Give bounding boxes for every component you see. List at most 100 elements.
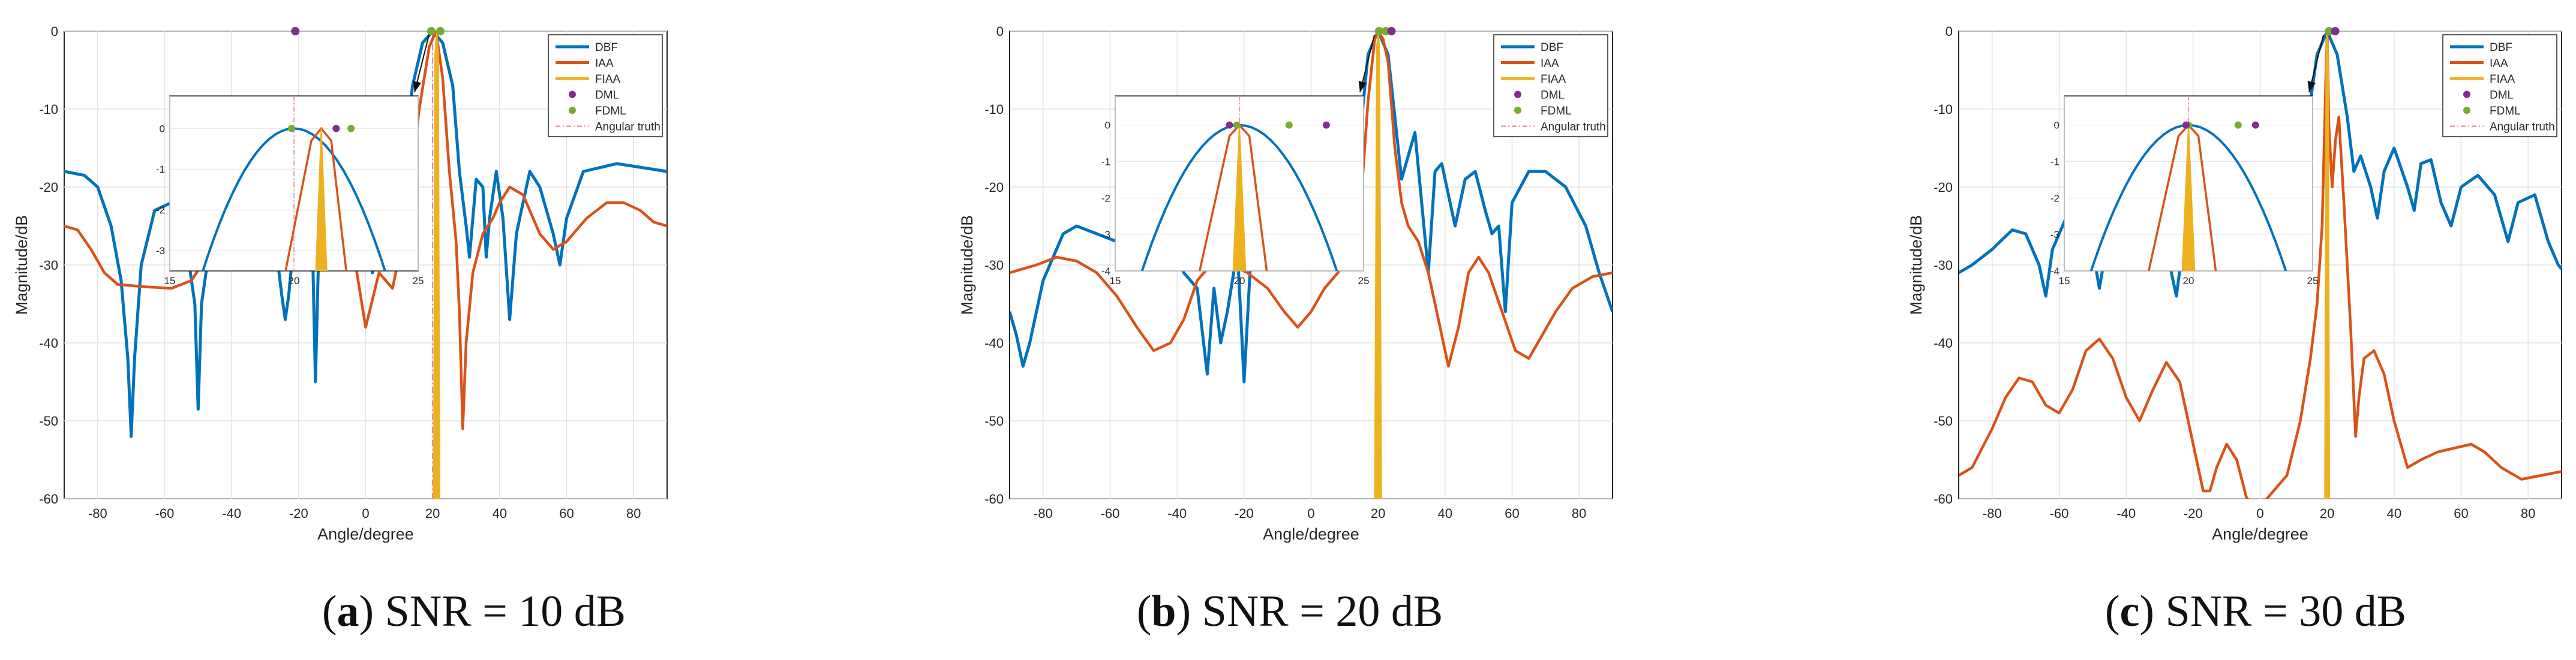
y-tick-label: -60 (39, 492, 58, 507)
legend: DBF IAA FIAA DML FDML Angular truth (548, 34, 663, 137)
inset-x-tick-label: 15 (2059, 275, 2070, 287)
inset-y-tick-label: -3 (2050, 229, 2059, 240)
inset-x-tick-label: 20 (289, 275, 300, 287)
y-tick-label: 0 (996, 24, 1004, 39)
x-tick-label: -60 (2050, 506, 2069, 521)
dml-marker (291, 27, 300, 35)
legend-label: DML (1541, 89, 1565, 102)
legend-box (1493, 34, 1608, 137)
y-tick-label: -10 (39, 102, 58, 117)
y-tick-label: -50 (39, 414, 58, 429)
y-tick-label: -20 (984, 180, 1004, 195)
legend-label: DBF (1541, 41, 1563, 54)
y-tick-label: -10 (1933, 102, 1953, 117)
inset-x-tick-label: 25 (1358, 275, 1370, 287)
y-tick-label: -60 (1933, 492, 1953, 507)
inset-y-tick-label: 0 (2054, 120, 2059, 131)
legend-label: FIAA (595, 73, 621, 86)
y-tick-label: -20 (1933, 180, 1953, 195)
zoom-arrow-head (2307, 80, 2316, 92)
inset-x-tick-label: 25 (413, 275, 424, 287)
fdml-marker (2325, 27, 2334, 35)
dml-marker (1387, 27, 1396, 35)
caption-c-label: c (2119, 587, 2140, 636)
caption-a-label: a (337, 587, 359, 636)
x-tick-label: 80 (626, 506, 641, 521)
legend-box (548, 34, 663, 137)
x-tick-label: 40 (2387, 506, 2401, 521)
y-tick-label: -50 (984, 414, 1004, 429)
x-tick-label: -20 (1235, 506, 1254, 521)
inset-plot: 15 20 25 0 -1 -2 -3 (156, 95, 424, 287)
fdml-marker (427, 27, 436, 35)
zoom-arrow-head (413, 80, 422, 92)
legend-label: Angular truth (1541, 121, 1606, 134)
legend-fdml-swatch (2463, 107, 2470, 114)
legend-label: FDML (1541, 105, 1572, 117)
inset-y-tick-label: -1 (2050, 156, 2059, 168)
legend-label: Angular truth (595, 121, 660, 134)
inset-y-tick-label: -4 (2050, 266, 2059, 277)
legend-fdml-swatch (569, 107, 576, 114)
legend-dml-swatch (2463, 91, 2470, 98)
inset-x-tick-label: 15 (1110, 275, 1121, 287)
zoom-arrow-head (1358, 80, 1367, 92)
legend-label: FIAA (2490, 73, 2515, 86)
x-tick-label: 80 (2521, 506, 2535, 521)
x-tick-label: -40 (1167, 506, 1187, 521)
inset-dml-marker (2182, 121, 2190, 129)
x-tick-label: -60 (155, 506, 175, 521)
x-tick-label: 80 (1572, 506, 1586, 521)
x-axis-label: Angle/degree (2212, 525, 2308, 543)
legend-label: IAA (2490, 58, 2508, 70)
inset-y-tick-label: 0 (1105, 120, 1110, 131)
caption-c: (c) SNR = 30 dB (2104, 587, 2407, 636)
chart-panel-2: -80 -60 -40 -20 0 20 40 60 800-10-20-30-40-50-60… (1907, 24, 2562, 543)
legend-fdml-swatch (1514, 107, 1521, 114)
legend-label: DML (2490, 89, 2514, 102)
legend-dml-swatch (1514, 91, 1521, 98)
y-tick-label: -40 (39, 336, 58, 351)
inset-x-tick-label: 25 (2307, 275, 2319, 287)
inset-y-tick-label: -3 (1101, 229, 1110, 240)
inset-y-tick-label: -2 (1101, 192, 1110, 204)
series-fiaa-peak (2324, 31, 2331, 499)
x-tick-label: 20 (425, 506, 440, 521)
caption-b-text: SNR = 20 dB (1202, 587, 1443, 636)
inset-x-tick-label: 20 (1234, 275, 1245, 287)
x-tick-label: -20 (2184, 506, 2203, 521)
x-tick-label: 40 (493, 506, 507, 521)
x-tick-label: -20 (289, 506, 308, 521)
x-tick-label: 20 (1371, 506, 1385, 521)
x-axis-label: Angle/degree (317, 525, 414, 543)
series-iaa-line (1959, 31, 2562, 499)
x-tick-label: -80 (1034, 506, 1053, 521)
inset-y-tick-label: -4 (1101, 266, 1110, 277)
y-tick-label: -30 (984, 258, 1004, 273)
x-tick-label: 0 (1307, 506, 1314, 521)
y-tick-label: -60 (984, 492, 1004, 507)
inset-dml-marker (1226, 121, 1233, 129)
inset-plot: 15 20 25 0 -1 -2 -3 -4 (1101, 95, 1370, 287)
inset-dml-marker (332, 125, 340, 132)
y-tick-label: -30 (1933, 258, 1953, 273)
legend-label: IAA (595, 58, 614, 70)
fdml-marker (1374, 27, 1383, 35)
inset-y-tick-label: -1 (156, 164, 165, 175)
x-tick-label: 60 (2454, 506, 2468, 521)
legend-label: FDML (595, 105, 626, 117)
legend-label: DBF (595, 41, 618, 54)
x-tick-label: -60 (1101, 506, 1120, 521)
inset-fdml-marker (2234, 121, 2242, 129)
caption-a: (a) SNR = 10 dB (322, 587, 626, 636)
chart-panel-1: -80 -60 -40 -20 0 20 40 60 800-10-20-30-40-50-60… (958, 24, 1613, 543)
x-tick-label: -80 (1983, 506, 2002, 521)
legend: DBF IAA FIAA DML FDML Angular truth (2442, 34, 2557, 137)
x-tick-label: 20 (2320, 506, 2334, 521)
x-tick-label: -40 (2116, 506, 2136, 521)
legend-label: DML (595, 89, 619, 102)
legend-label: IAA (1541, 58, 1559, 70)
inset-x-tick-label: 15 (164, 275, 176, 287)
inset-y-tick-label: -1 (1101, 156, 1110, 168)
